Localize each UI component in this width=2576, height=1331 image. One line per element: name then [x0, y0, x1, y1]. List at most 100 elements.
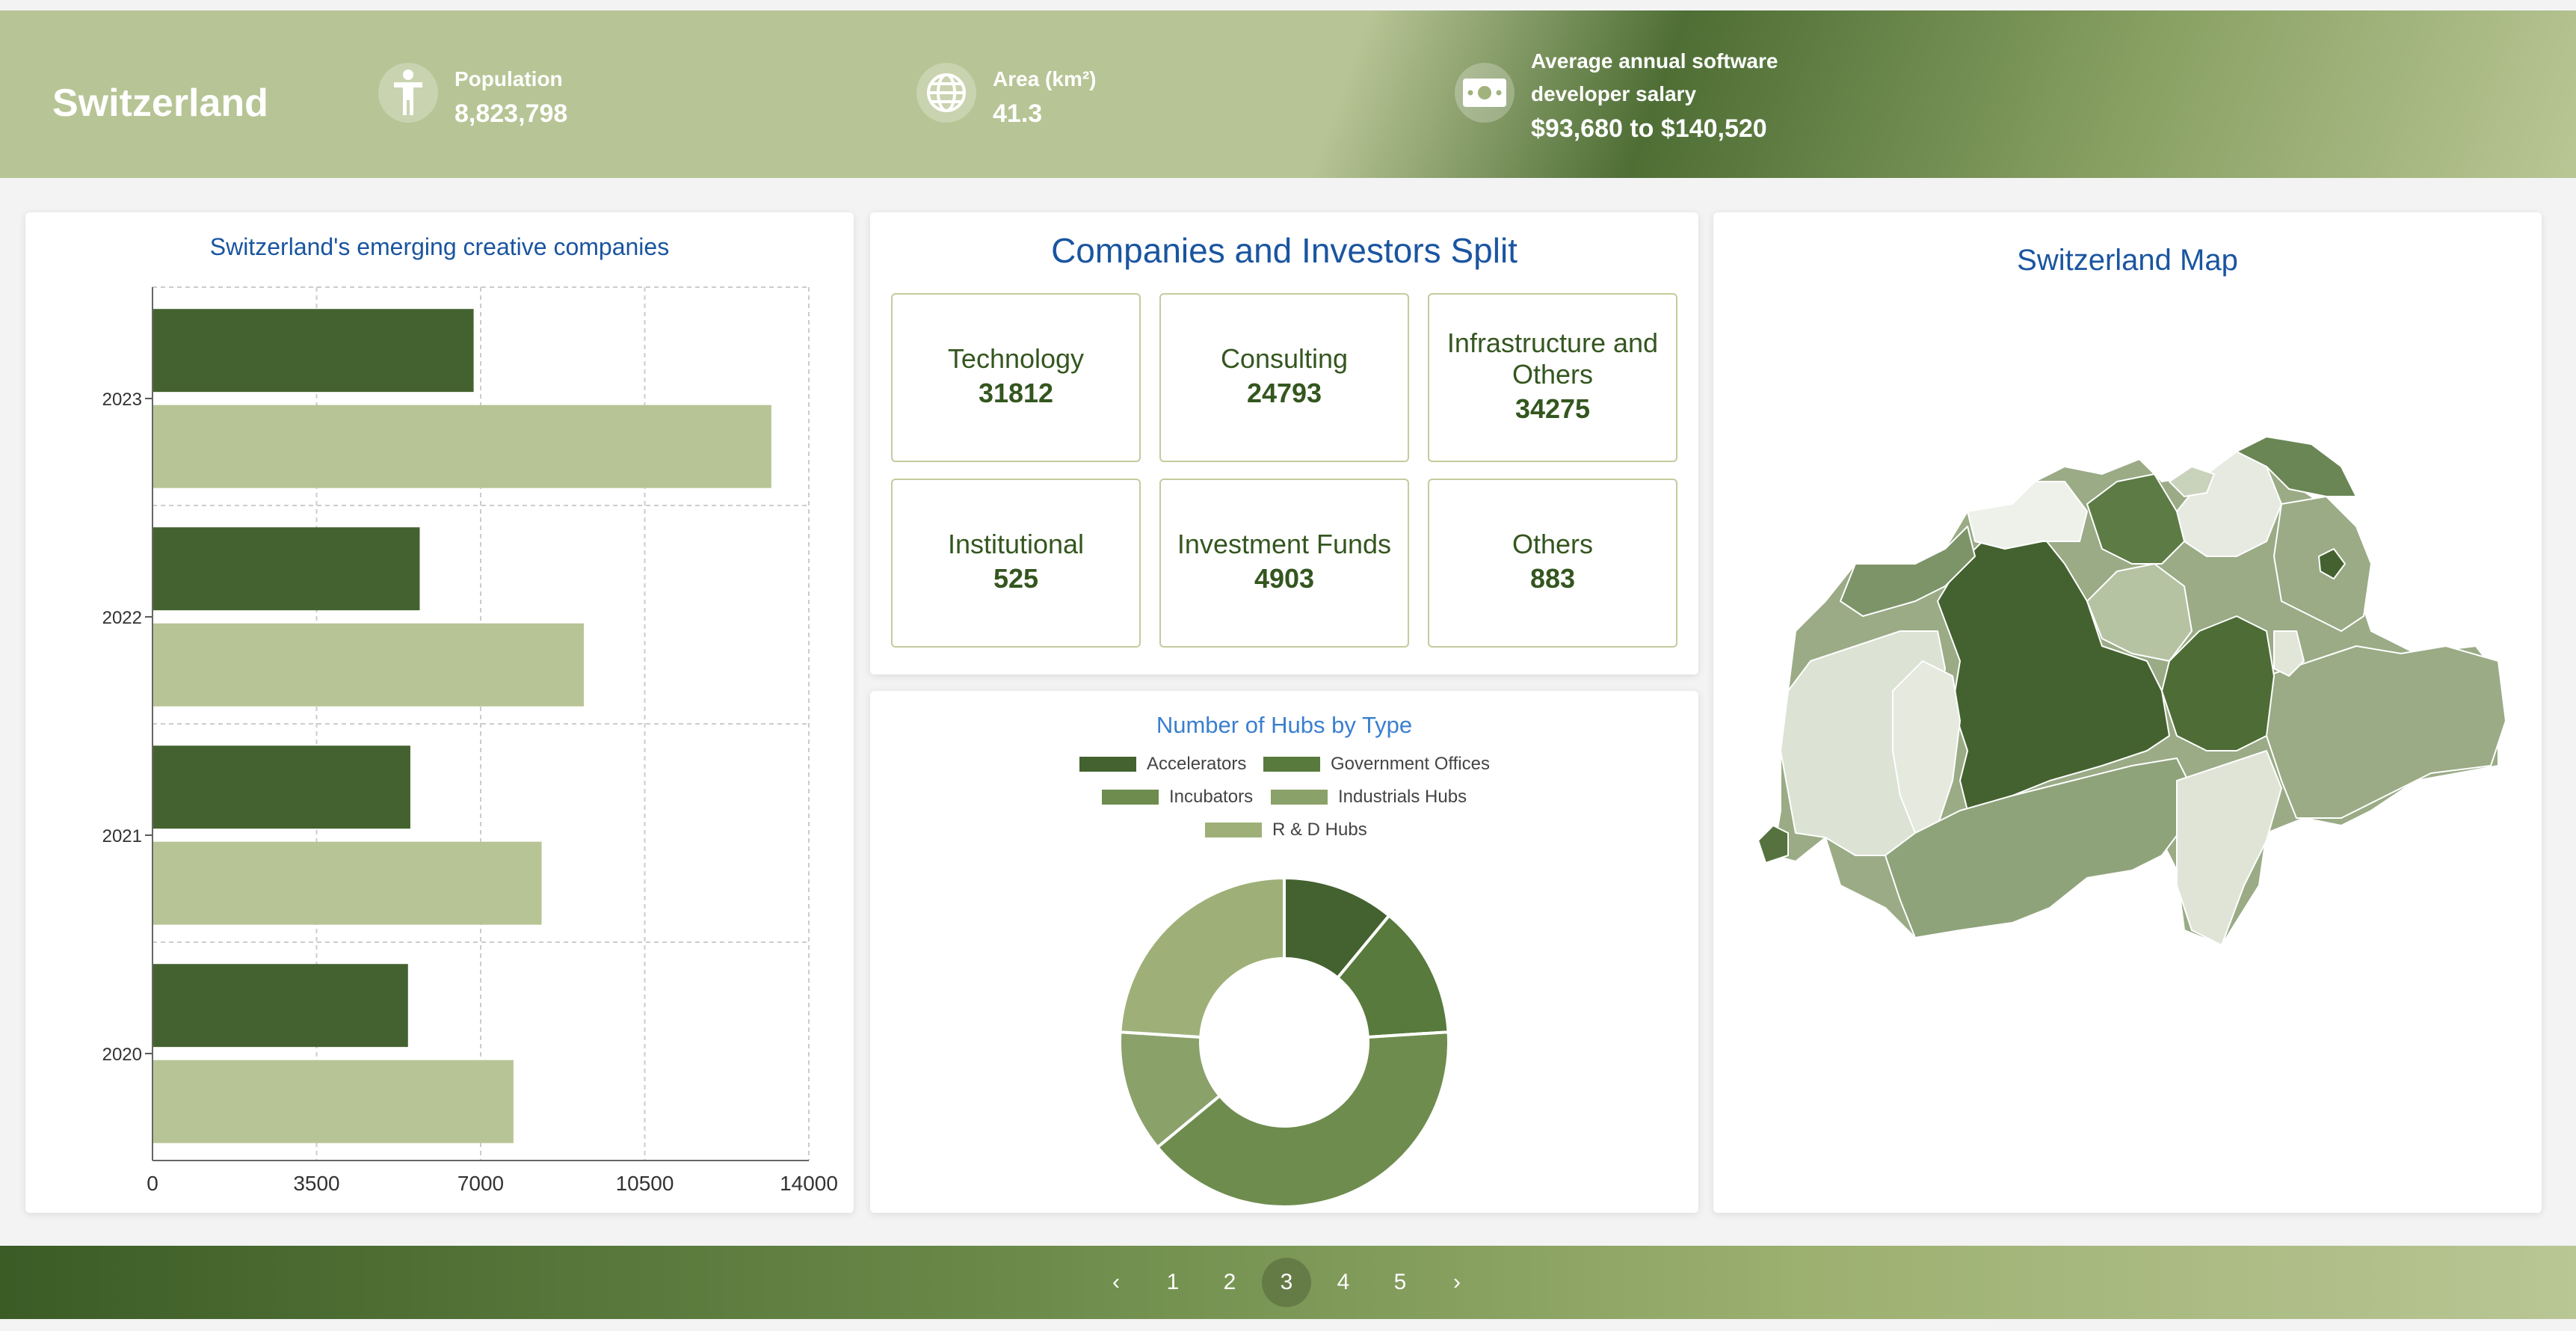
tile-value: 525 [993, 563, 1039, 594]
population-value: 8,823,798 [455, 99, 568, 128]
legend-label: Government Offices [1331, 754, 1490, 774]
bar-2021-light [152, 841, 542, 925]
tile-investment-funds: Investment Funds 4903 [1159, 479, 1409, 648]
bar-2023-dark [152, 309, 474, 393]
header-bar: Switzerland Population 8,823,798 Area (k… [0, 10, 2576, 178]
tile-label: Consulting [1220, 343, 1349, 374]
bar-2023-light [152, 405, 771, 488]
tile-label: Investment Funds [1177, 529, 1392, 559]
split-card: Companies and Investors Split Technology… [870, 212, 1698, 674]
tile-institutional: Institutional 525 [891, 479, 1141, 648]
bar-2022-light [152, 623, 584, 707]
switzerland-map[interactable] [1713, 212, 2542, 1213]
legend-swatch [1271, 790, 1328, 805]
prev-page-button[interactable]: ‹ [1112, 1270, 1120, 1294]
legend-incubators[interactable]: Incubators [1102, 787, 1253, 808]
tile-label: Technology [947, 343, 1085, 374]
map-region [2176, 451, 2282, 557]
y-tick-label: 2023 [102, 390, 142, 410]
population-label: Population [455, 67, 563, 90]
tile-value: 31812 [978, 378, 1054, 408]
area-value: 41.3 [993, 99, 1043, 128]
legend-label: R & D Hubs [1272, 820, 1367, 840]
map-region [1967, 481, 2088, 550]
map-region [2086, 473, 2185, 565]
split-title: Companies and Investors Split [1051, 231, 1517, 270]
legend-label: Accelerators [1147, 754, 1247, 774]
tile-technology: Technology 31812 [891, 293, 1141, 462]
hubs-title: Number of Hubs by Type [1156, 712, 1413, 738]
map-region [1757, 825, 1789, 864]
bar-chart-card: Switzerland's emerging creative companie… [25, 212, 854, 1213]
area-label: Area (km²) [993, 67, 1097, 90]
donut-chart [1118, 876, 1450, 1208]
globe-icon [916, 63, 976, 123]
tile-label: Infrastructure and Others [1446, 328, 1659, 390]
bar-chart-title: Switzerland's emerging creative companie… [209, 233, 670, 260]
tile-value: 24793 [1246, 378, 1322, 408]
salary-stat: Average annual software developer salary… [1455, 45, 1778, 147]
money-icon [1455, 63, 1515, 123]
x-tick-label: 14000 [780, 1172, 838, 1195]
map-region [2273, 630, 2305, 677]
donut-slice-r-d-hubs [1118, 876, 1286, 1039]
pagination: ‹ 1 2 3 4 5 › [1091, 1258, 1489, 1307]
map-region [2236, 436, 2357, 497]
map-region [2318, 548, 2346, 580]
salary-value: $93,680 to $140,520 [1531, 114, 1767, 143]
page-button-3[interactable]: 3 [1262, 1258, 1311, 1307]
bar-2021-dark [152, 746, 410, 829]
map-region [2086, 563, 2193, 662]
map-region [1840, 526, 1976, 617]
map-region [2169, 466, 2215, 497]
legend-rd-hubs[interactable]: R & D Hubs [1205, 820, 1367, 840]
legend-industrials-hubs[interactable]: Industrials Hubs [1271, 787, 1467, 808]
tile-value: 4903 [1254, 563, 1315, 594]
bar-2020-light [152, 1060, 514, 1143]
bar-chart: 0 3500 7000 10500 14000 2023 2022 2021 2020 [102, 286, 838, 1195]
map-region [2161, 615, 2275, 751]
tile-consulting: Consulting 24793 [1159, 293, 1409, 462]
map-card: Switzerland Map [1713, 212, 2542, 1213]
legend-government-offices[interactable]: Government Offices [1263, 754, 1490, 775]
tile-others: Others 883 [1428, 479, 1677, 648]
map-region [2176, 750, 2282, 946]
page-button-1[interactable]: 1 [1166, 1270, 1180, 1294]
salary-label-line1: Average annual software [1531, 49, 1778, 73]
legend-accelerators[interactable]: Accelerators [1079, 754, 1246, 775]
x-tick-label: 0 [147, 1172, 158, 1195]
legend-swatch [1079, 757, 1136, 772]
legend-swatch [1205, 823, 1262, 837]
bar-2020-dark [152, 964, 408, 1048]
map-region [2266, 645, 2506, 819]
x-tick-label: 3500 [293, 1172, 339, 1195]
map-region [1885, 757, 2193, 938]
x-tick-label: 10500 [616, 1172, 674, 1195]
y-tick-label: 2021 [102, 826, 142, 846]
map-region [1892, 660, 1961, 834]
bar-2022-dark [152, 527, 420, 611]
page-button-5[interactable]: 5 [1393, 1270, 1407, 1294]
tile-infrastructure: Infrastructure and Others 34275 [1428, 293, 1677, 462]
legend-label: Incubators [1169, 787, 1254, 807]
country-title: Switzerland [52, 82, 268, 125]
y-tick-label: 2022 [102, 608, 142, 628]
legend-swatch [1102, 790, 1159, 805]
legend-swatch [1263, 757, 1320, 772]
donut-slice-incubators [1155, 1030, 1450, 1208]
person-icon [378, 63, 438, 123]
next-page-button[interactable]: › [1453, 1270, 1461, 1294]
area-stat: Area (km²) 41.3 [916, 63, 1096, 132]
legend-label: Industrials Hubs [1338, 787, 1467, 807]
tile-label: Institutional [947, 529, 1085, 559]
tile-value: 883 [1529, 563, 1576, 594]
page-button-2[interactable]: 2 [1223, 1270, 1236, 1294]
footer-bar: ‹ 1 2 3 4 5 › [0, 1246, 2576, 1319]
salary-label-line2: developer salary [1531, 82, 1697, 105]
population-stat: Population 8,823,798 [378, 63, 567, 132]
y-tick-label: 2020 [102, 1045, 142, 1065]
page-button-4[interactable]: 4 [1337, 1270, 1350, 1294]
tile-label: Others [1512, 529, 1594, 559]
hubs-card: Number of Hubs by Type Accelerators Gove… [870, 691, 1698, 1213]
tile-value: 34275 [1515, 393, 1591, 424]
